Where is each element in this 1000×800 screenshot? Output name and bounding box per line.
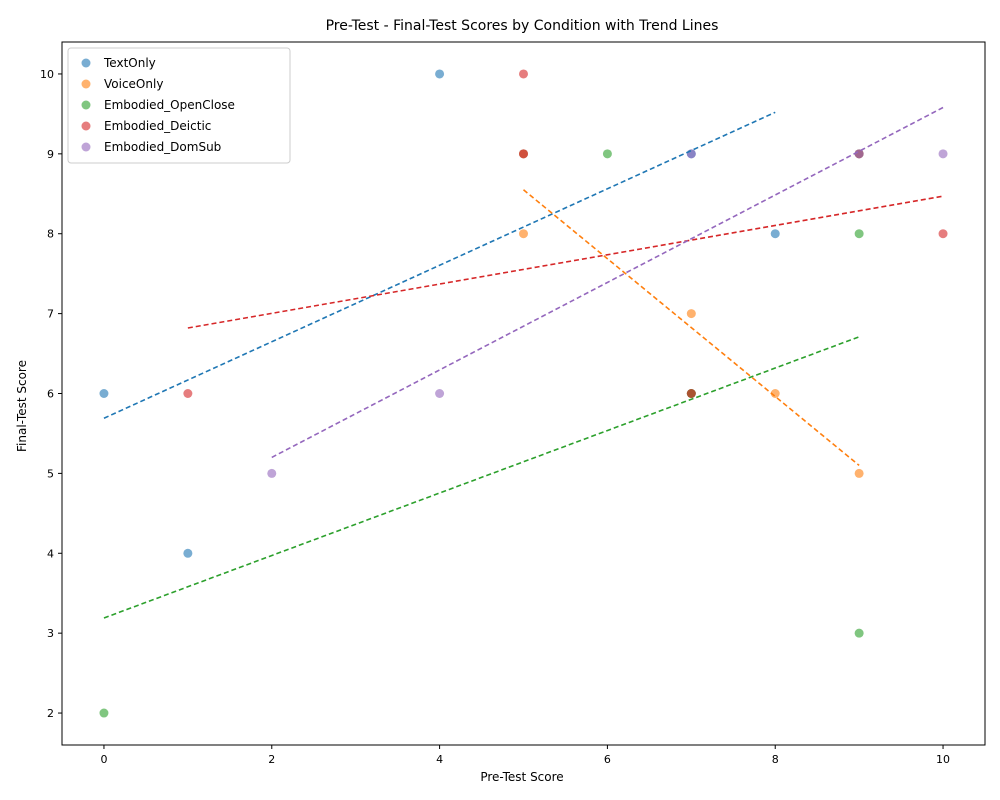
data-point-textonly [99,389,109,398]
y-tick-label: 6 [47,388,54,401]
x-tick-label: 2 [268,753,275,766]
y-tick-label: 8 [47,228,54,241]
data-point-embodied-domsub [435,389,445,398]
trend-line-embodied-domsub [271,106,944,459]
trend-line-textonly [103,111,776,419]
y-tick-label: 5 [47,467,54,480]
data-point-embodied-deictic [686,389,696,398]
chart-title: Pre-Test - Final-Test Scores by Conditio… [326,18,719,34]
data-point-textonly [770,229,780,239]
trend-line-voiceonly [522,189,860,467]
legend-marker-textonly [81,58,91,68]
data-point-embodied-deictic [183,389,193,398]
x-tick-label: 0 [100,753,107,766]
data-point-voiceonly [686,309,696,319]
data-point-embodied-deictic [519,149,528,159]
legend-label-embodied-deictic: Embodied_Deictic [104,119,211,133]
plot-area [99,69,948,718]
legend-marker-embodied-openclose [81,100,91,110]
y-tick-label: 2 [47,707,54,720]
legend-marker-embodied-domsub [81,142,91,152]
legend-marker-embodied-deictic [81,121,91,131]
x-tick-label: 4 [436,753,443,766]
data-point-embodied-domsub [938,149,948,159]
y-tick-label: 4 [47,547,54,560]
data-point-embodied-domsub [854,149,864,159]
y-tick-label: 7 [47,308,54,321]
legend-label-embodied-domsub: Embodied_DomSub [104,140,221,154]
data-point-embodied-openclose [854,229,864,239]
data-point-embodied-openclose [99,708,109,718]
y-tick-label: 9 [47,148,54,161]
x-axis-label: Pre-Test Score [480,770,563,784]
data-point-voiceonly [770,389,780,398]
legend-marker-voiceonly [81,79,91,89]
legend-label-embodied-openclose: Embodied_OpenClose [104,98,235,112]
x-tick-label: 8 [772,753,779,766]
trend-line-embodied-openclose [103,336,860,619]
legend-label-voiceonly: VoiceOnly [104,77,163,91]
data-point-embodied-openclose [602,149,612,159]
x-tick-label: 6 [604,753,611,766]
y-axis-label: Final-Test Score [15,360,29,452]
data-point-embodied-deictic [519,69,528,79]
data-point-embodied-domsub [267,468,277,478]
legend: TextOnly VoiceOnly Embodied_OpenClose Embod… [67,47,291,164]
axes: 0 2 4 6 8 10 2 3 4 5 6 7 8 9 10 [40,41,986,766]
data-point-embodied-openclose [854,628,864,638]
data-point-textonly [183,548,193,558]
x-tick-label: 10 [936,753,950,766]
data-point-embodied-deictic [938,229,948,239]
y-tick-label: 10 [40,68,54,81]
data-point-textonly [435,69,445,79]
legend-label-textonly: TextOnly [103,56,156,70]
y-tick-label: 3 [47,627,54,640]
legend-box [67,47,291,164]
data-point-voiceonly [854,468,864,478]
data-point-voiceonly [519,229,528,239]
data-point-embodied-domsub [686,149,696,159]
